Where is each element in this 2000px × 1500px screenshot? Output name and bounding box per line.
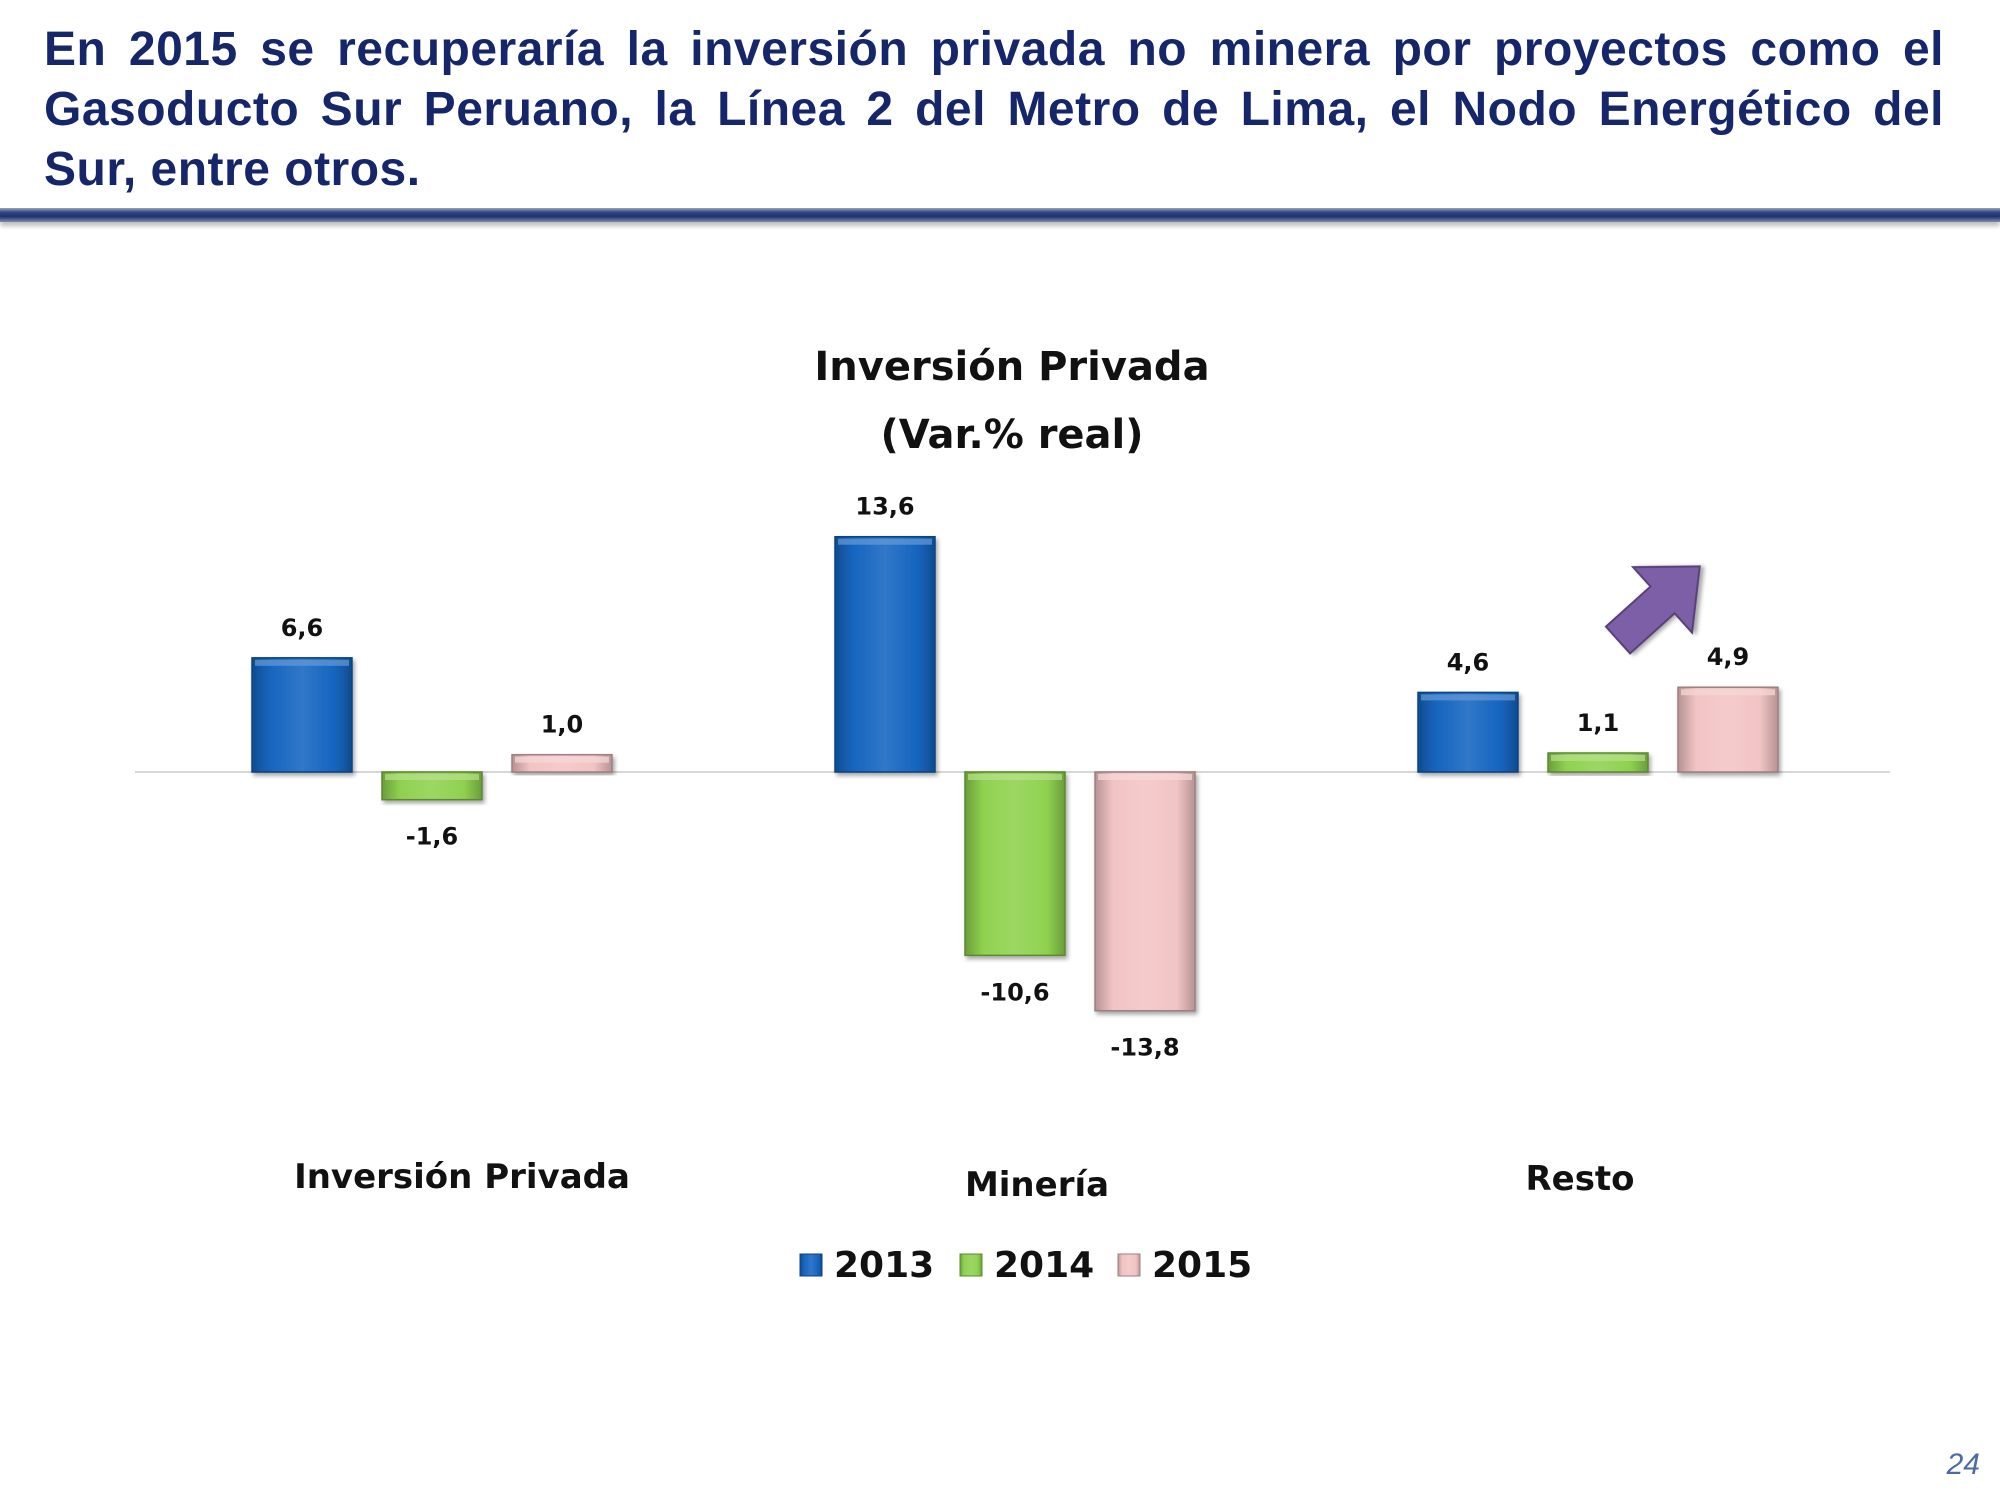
bar-highlight-2013-1: [838, 538, 932, 545]
legend-label-2014: 2014: [994, 1245, 1094, 1286]
bar-highlight-2014-0: [385, 774, 479, 780]
data-label-2014-2: 1,1: [1577, 709, 1620, 737]
slide-headline: En 2015 se recuperaría la inversión priv…: [44, 23, 1944, 196]
category-label-2: Resto: [1525, 1159, 1634, 1199]
header-divider: [0, 208, 2000, 222]
bar-highlight-2015-2: [1681, 689, 1775, 696]
bar-2015-1: [1094, 771, 1196, 1012]
chart-subtitle: (Var.% real): [880, 412, 1143, 458]
page-number: 24: [1946, 1448, 1980, 1481]
bar-highlight-2015-0: [515, 756, 609, 763]
bar-2013-1: [834, 535, 936, 773]
legend-swatch-2014: [959, 1253, 983, 1277]
data-label-2013-1: 13,6: [855, 493, 914, 521]
legend-label-2015: 2015: [1152, 1245, 1252, 1286]
bar-highlight-2014-1: [968, 774, 1062, 780]
bar-highlight-2015-1: [1098, 774, 1192, 780]
data-label-2015-2: 4,9: [1707, 643, 1750, 671]
legend-swatch-2015: [1117, 1253, 1141, 1277]
bar-2013-0: [251, 657, 353, 773]
bar-highlight-2014-2: [1551, 754, 1645, 761]
bar-highlight-2013-0: [255, 659, 349, 666]
legend-swatch-2013: [799, 1253, 823, 1277]
data-label-2013-2: 4,6: [1447, 648, 1490, 676]
data-label-2015-0: 1,0: [541, 711, 584, 739]
bar-2013-2: [1417, 691, 1519, 773]
legend-label-2013: 2013: [834, 1245, 934, 1286]
bar-highlight-2013-2: [1421, 694, 1515, 701]
data-label-2013-0: 6,6: [281, 614, 324, 642]
data-label-2015-1: -13,8: [1110, 1034, 1179, 1062]
up-right-arrow-icon: [1604, 565, 1701, 655]
bar-2014-1: [964, 771, 1066, 957]
category-label-1: Minería: [965, 1165, 1109, 1205]
data-label-2014-0: -1,6: [406, 823, 458, 851]
data-label-2014-1: -10,6: [980, 978, 1049, 1006]
category-label-0: Inversión Privada: [294, 1157, 630, 1197]
bar-2015-2: [1677, 686, 1779, 773]
chart-title: Inversión Privada: [814, 344, 1209, 390]
